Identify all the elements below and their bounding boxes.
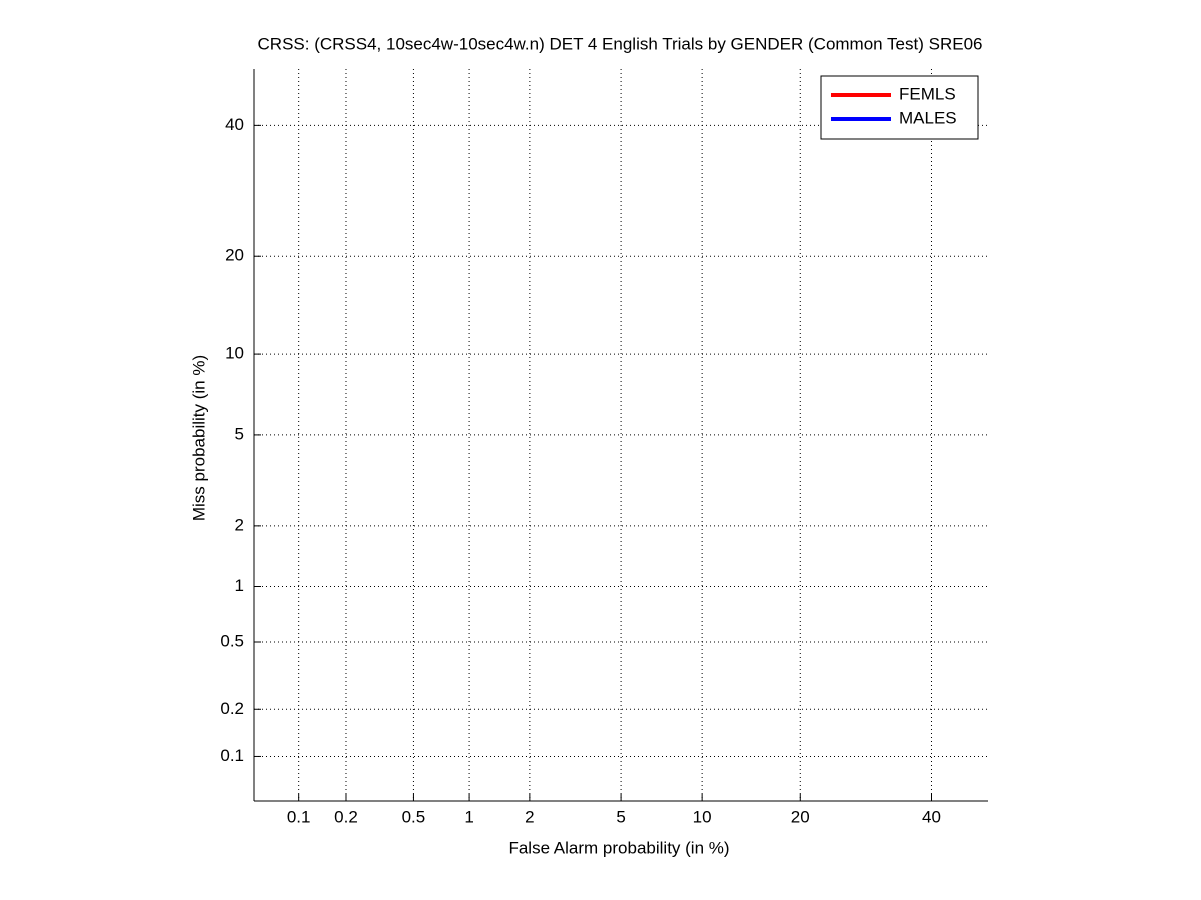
y-tick-label: 0.2 <box>220 699 244 718</box>
y-tick-label: 10 <box>225 344 244 363</box>
legend-box <box>820 75 979 140</box>
legend-label: MALES <box>899 108 957 127</box>
y-tick-label: 5 <box>235 424 244 443</box>
y-tick-label: 0.5 <box>220 631 244 650</box>
y-axis-label: Miss probability (in %) <box>189 355 208 521</box>
y-tick-label: 0.1 <box>220 746 244 765</box>
x-tick-label: 1 <box>464 807 473 826</box>
x-tick-label: 0.2 <box>334 807 358 826</box>
x-tick-label: 0.1 <box>287 807 311 826</box>
x-tick-label: 10 <box>693 807 712 826</box>
chart-title: CRSS: (CRSS4, 10sec4w-10sec4w.n) DET 4 E… <box>258 34 983 53</box>
x-tick-label: 5 <box>616 807 625 826</box>
y-tick-label: 1 <box>235 576 244 595</box>
y-tick-label: 2 <box>235 515 244 534</box>
y-tick-label: 20 <box>225 246 244 265</box>
legend-label: FEMLS <box>899 84 956 103</box>
x-tick-label: 2 <box>525 807 534 826</box>
y-tick-label: 40 <box>225 115 244 134</box>
x-axis-label: False Alarm probability (in %) <box>508 838 729 857</box>
x-tick-label: 40 <box>922 807 941 826</box>
x-tick-label: 20 <box>791 807 810 826</box>
x-tick-label: 0.5 <box>402 807 426 826</box>
